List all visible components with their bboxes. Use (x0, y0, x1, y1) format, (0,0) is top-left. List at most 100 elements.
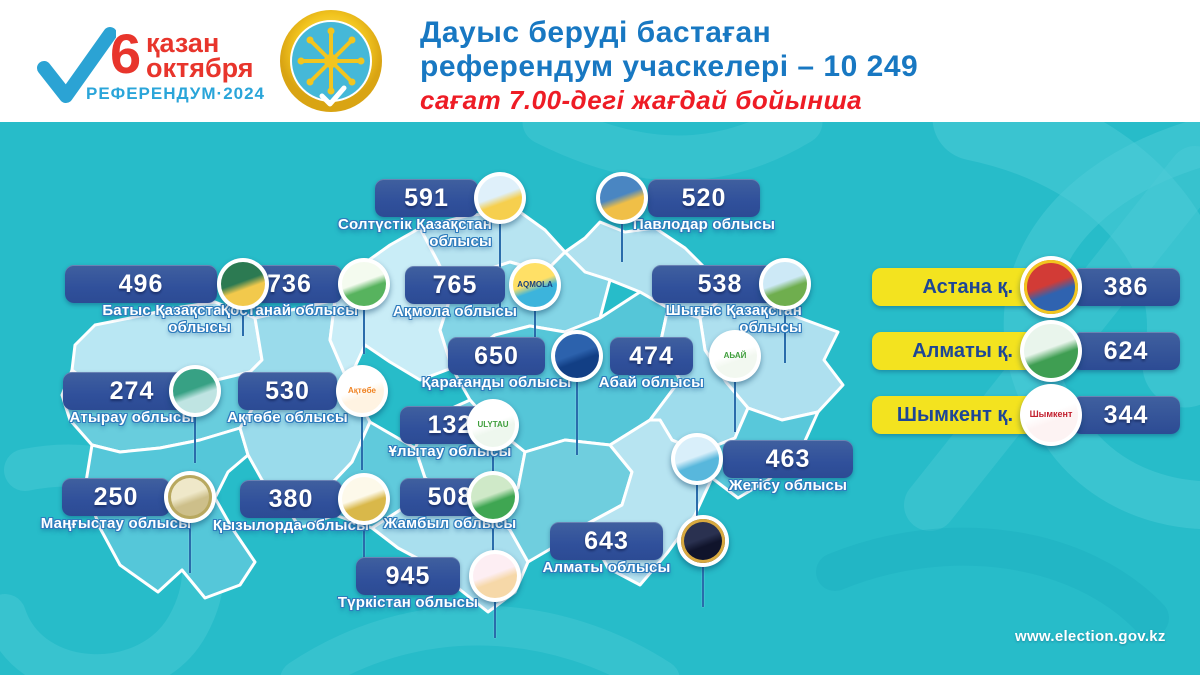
emblem-core: АЬАЙ (713, 334, 757, 378)
map-pin-line (534, 309, 536, 361)
almaty-oblysy-crest-icon (677, 515, 729, 567)
emblem-core: Шымкент (1024, 388, 1078, 442)
emblem-core (1024, 260, 1078, 314)
title-line1: Дауыс беруді бастаған (420, 16, 772, 49)
emblem-text: Ақтөбе (348, 385, 376, 395)
map-pin-line (576, 380, 578, 455)
region-count: 538 (697, 269, 743, 298)
emblem-core (471, 475, 515, 519)
emblem-core (342, 262, 386, 306)
logo-event-name: РЕФЕРЕНДУМ·2024 (86, 84, 266, 103)
region-count: 496 (118, 269, 164, 298)
region-label-batys: Батыс Қазақстан облысы (102, 302, 231, 336)
region-label-atyrau: Атырау облысы (69, 409, 195, 426)
logo-month-kk: қазан (146, 28, 220, 58)
region-count-badge: 945 (356, 557, 460, 595)
region-label-soltustik: Солтүстік Қазақстан облысы (337, 216, 492, 250)
region-count-badge: 530 (238, 372, 337, 410)
emblem-core (342, 477, 386, 521)
emblem-core (168, 475, 212, 519)
region-count: 736 (267, 269, 312, 298)
region-label-kyzylorda: Қызылорда облысы (212, 517, 370, 534)
region-count: 380 (268, 484, 314, 513)
regions-layer: 591 Солтүстік Қазақстан облысы 520 Павлодар… (0, 122, 1200, 675)
astana-crest-icon (1020, 256, 1082, 318)
region-label-aqmola: Ақмола облысы (392, 303, 518, 320)
logo-day: 6 (110, 22, 142, 85)
emblem-core (478, 176, 522, 220)
region-count: 945 (385, 561, 431, 590)
website-link[interactable]: www.election.gov.kz (1015, 628, 1166, 645)
emblem-core (473, 554, 517, 598)
batys-qazaqstan-crest-icon (217, 258, 269, 310)
region-count-badge: 380 (240, 480, 342, 518)
region-count: 643 (584, 526, 629, 555)
region-count: 591 (404, 183, 449, 212)
city-count-badge: 344 (1072, 396, 1180, 434)
city-count-badge: 624 (1072, 332, 1180, 370)
city-count: 344 (1103, 400, 1149, 429)
zhetysu-crest-icon (671, 433, 723, 485)
aktobe-crest-icon: Ақтөбе (336, 365, 388, 417)
pavlodar-crest-icon (596, 172, 648, 224)
emblem-text: AQMOLA (517, 279, 553, 289)
region-count-badge: 474 (610, 337, 693, 375)
abai-crest-icon: АЬАЙ (709, 330, 761, 382)
region-count: 132 (427, 410, 473, 439)
emblem-core (763, 262, 807, 306)
cec-emblem-icon (280, 10, 382, 112)
map-pin-line (242, 308, 244, 336)
emblem-core (221, 262, 265, 306)
city-count-badge: 386 (1072, 268, 1180, 306)
map-pin-line (363, 523, 365, 573)
region-count-badge: 496 (65, 265, 217, 303)
emblem-text: ULYTAU (477, 419, 509, 429)
city-name-badge-shymkent: Шымкент қ. (872, 396, 1035, 434)
region-count: 520 (681, 183, 727, 212)
region-label-abai: Абай облысы (598, 374, 705, 391)
almaty-city-crest-icon (1020, 320, 1082, 382)
city-count: 624 (1103, 336, 1149, 365)
map-pin-line (194, 415, 196, 463)
region-label-karagandy: Қарағанды облысы (421, 374, 572, 391)
zhambyl-crest-icon (467, 471, 519, 523)
map-pin-line (494, 600, 496, 638)
page-title: Дауыс беруді бастаған референдум учаскел… (420, 16, 918, 116)
emblem-core (1024, 324, 1078, 378)
logo-month-ru: октября (146, 53, 254, 83)
emblem-core (675, 437, 719, 481)
region-count: 765 (432, 270, 478, 299)
shygys-qazaqstan-crest-icon (759, 258, 811, 310)
emblem-core (600, 176, 644, 220)
header-bar: 6 қазан октября РЕФЕРЕНДУМ·2024 (0, 0, 1200, 122)
city-count: 386 (1103, 272, 1149, 301)
turkistan-crest-icon (469, 550, 521, 602)
map-area: 591 Солтүстік Қазақстан облысы 520 Павлодар… (0, 122, 1200, 675)
region-count-badge: 643 (550, 522, 663, 560)
emblem-core (681, 519, 725, 563)
region-label-aktobe: Ақтөбе облысы (227, 409, 348, 426)
region-count-badge: 765 (405, 266, 505, 304)
region-count-badge: 650 (448, 337, 545, 375)
emblem-core (173, 369, 217, 413)
kyzylorda-crest-icon (338, 473, 390, 525)
region-label-pavlodar: Павлодар облысы (632, 216, 776, 233)
title-line2: референдум учаскелері – 10 249 (420, 50, 919, 83)
map-pin-line (696, 483, 698, 543)
region-label-turkistan: Түркістан облысы (337, 594, 479, 611)
city-name: Шымкент қ. (896, 403, 1013, 426)
emblem-text: АЬАЙ (723, 350, 747, 360)
title-subtitle: сағат 7.00-дегі жағдай бойынша (420, 85, 863, 115)
region-label-almaty_obl: Алматы облысы (542, 559, 671, 576)
cities-layer: Астана қ. 386 Алматы қ. 624 Шымкент қ. 344 Шым… (0, 122, 1200, 675)
map-pin-line (621, 222, 623, 262)
region-count-badge: 463 (723, 440, 853, 478)
shymkent-crest-icon: Шымкент (1020, 384, 1082, 446)
map-pin-line (702, 565, 704, 607)
soltustik-qazaqstan-crest-icon (474, 172, 526, 224)
map-pin-line (361, 415, 363, 470)
checkmark-icon (37, 27, 116, 103)
region-count: 474 (629, 341, 674, 370)
region-count: 530 (265, 376, 310, 405)
